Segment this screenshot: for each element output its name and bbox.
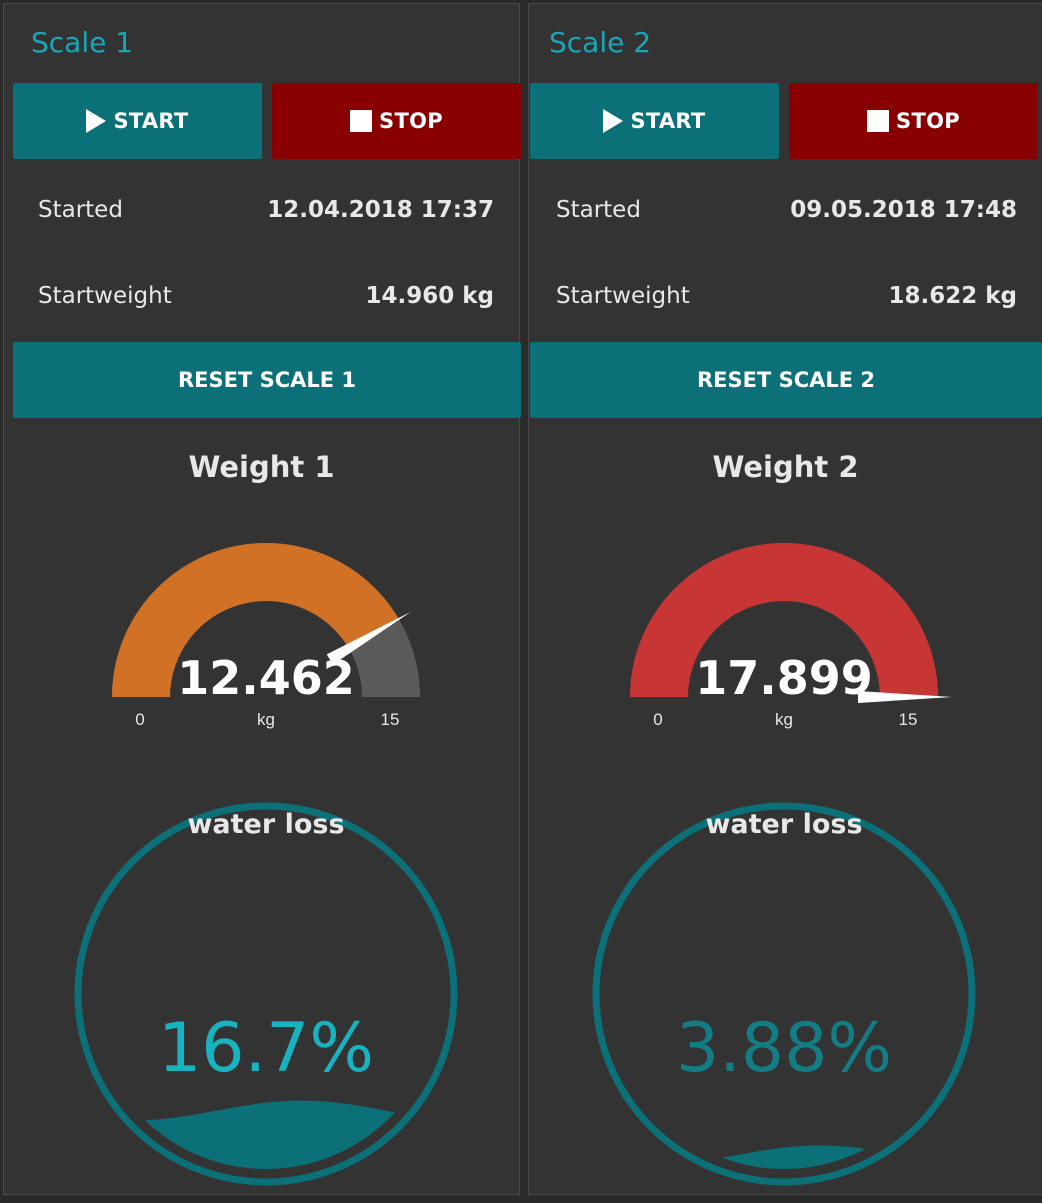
- started-row: Started 12.04.2018 17:37: [38, 190, 494, 230]
- start-button-label: START: [630, 109, 706, 133]
- started-label: Started: [556, 197, 641, 223]
- stop-button[interactable]: STOP: [272, 83, 521, 159]
- startweight-value: 14.960 kg: [365, 283, 494, 309]
- started-row: Started 09.05.2018 17:48: [556, 190, 1017, 230]
- play-icon: [86, 109, 107, 133]
- reset-scale-button[interactable]: RESET SCALE 2: [530, 342, 1042, 418]
- started-value: 12.04.2018 17:37: [267, 197, 494, 223]
- startweight-row: Startweight 14.960 kg: [38, 276, 494, 316]
- gauge-title: Weight 2: [712, 450, 859, 484]
- stop-icon: [350, 110, 373, 132]
- start-button[interactable]: START: [13, 83, 262, 159]
- gauge-title: Weight 1: [188, 450, 335, 484]
- scale-1-panel: Scale 1 START STOP Started 12.04.2018 17…: [3, 3, 521, 1195]
- gauge-unit-label: kg: [775, 710, 793, 729]
- startweight-label: Startweight: [38, 283, 172, 309]
- panel-title: Scale 1: [31, 26, 134, 59]
- water-loss-value: 3.88%: [676, 1009, 892, 1088]
- gauge-max-label: 15: [381, 710, 400, 729]
- play-icon: [603, 109, 624, 133]
- gauge-needle: [858, 691, 952, 703]
- gauge-unit-label: kg: [257, 710, 275, 729]
- panel-title: Scale 2: [549, 26, 652, 59]
- scale-2-panel: Scale 2 START STOP Started 09.05.2018 17…: [528, 3, 1042, 1195]
- start-button-label: START: [113, 109, 189, 133]
- water-loss-title: water loss: [705, 809, 862, 840]
- startweight-value: 18.622 kg: [888, 283, 1017, 309]
- gauge-fill: [112, 542, 399, 697]
- gauge-fill: [630, 542, 938, 697]
- gauge-needle: [326, 611, 411, 665]
- reset-scale-button[interactable]: RESET SCALE 1: [13, 342, 521, 418]
- gauge-max-label: 15: [899, 710, 918, 729]
- started-value: 09.05.2018 17:48: [790, 197, 1017, 223]
- gauge-value: 17.899: [695, 651, 873, 705]
- weight-gauge: 17.899 0 kg 15: [630, 542, 952, 729]
- weight-gauge: 12.462 0 kg 15: [112, 542, 420, 729]
- water-loss-value: 16.7%: [158, 1009, 374, 1088]
- water-loss-gauge: water loss 16.7%: [74, 802, 458, 1186]
- stop-button-label: STOP: [379, 109, 443, 133]
- stop-button-label: STOP: [896, 109, 960, 133]
- gauge-min-label: 0: [653, 710, 662, 729]
- started-label: Started: [38, 197, 123, 223]
- startweight-row: Startweight 18.622 kg: [556, 276, 1017, 316]
- water-loss-ring: [592, 802, 976, 1186]
- water-loss-wave: [91, 1100, 441, 1169]
- water-loss-title: water loss: [187, 809, 344, 840]
- water-loss-gauge: water loss 3.88%: [592, 802, 976, 1186]
- water-loss-ring: [74, 802, 458, 1186]
- gauge-min-label: 0: [135, 710, 144, 729]
- water-loss-wave: [609, 1145, 959, 1169]
- start-button[interactable]: START: [530, 83, 779, 159]
- startweight-label: Startweight: [556, 283, 690, 309]
- stop-icon: [867, 110, 890, 132]
- stop-button[interactable]: STOP: [789, 83, 1038, 159]
- gauge-value: 12.462: [177, 651, 355, 705]
